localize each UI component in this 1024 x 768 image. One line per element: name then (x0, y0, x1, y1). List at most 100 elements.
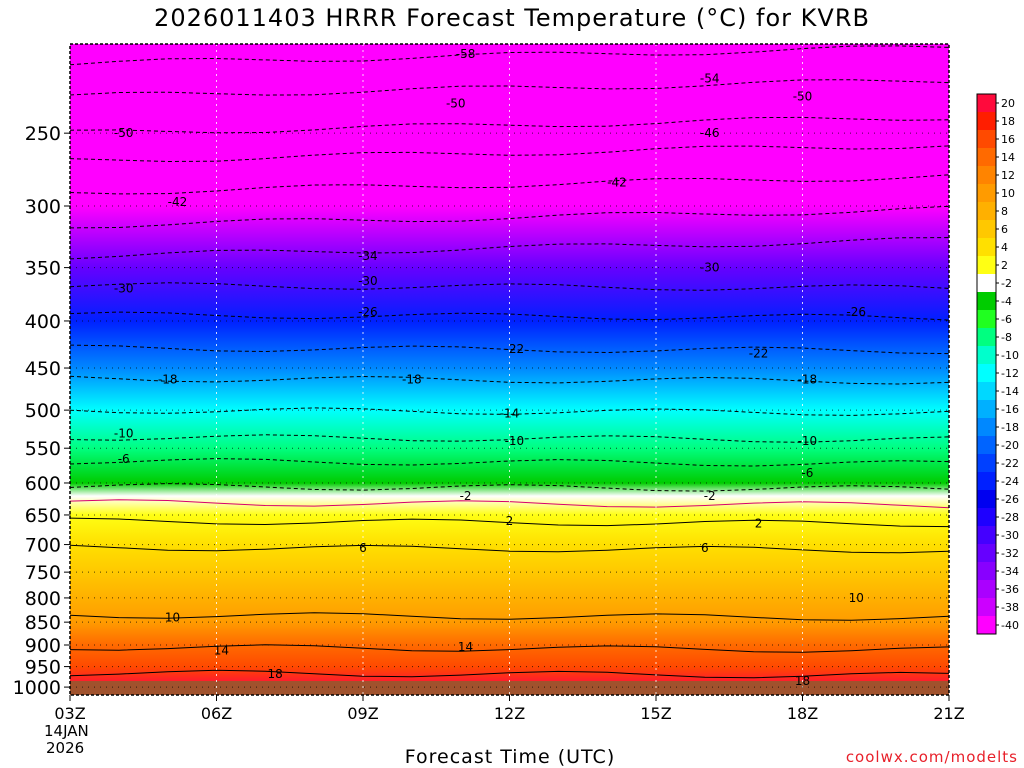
contour-line (70, 669, 949, 679)
contour-label: 6 (701, 541, 709, 555)
colorbar-swatch (977, 166, 996, 184)
colorbar-label: 14 (1001, 151, 1015, 164)
contour-label: -14 (500, 406, 520, 420)
contour-line (70, 644, 949, 653)
credit-link[interactable]: coolwx.com/modelts (845, 748, 1018, 766)
colorbar-swatch (977, 364, 996, 382)
x-tick-label: 09Z (347, 704, 378, 723)
contour-label: -30 (700, 261, 720, 275)
colorbar-swatch (977, 130, 996, 148)
y-tick-label: 550 (25, 438, 61, 460)
contour-label: -6 (801, 466, 813, 480)
colorbar-swatch (977, 328, 996, 346)
colorbar-swatch (977, 526, 996, 544)
colorbar-label: -22 (1001, 457, 1019, 470)
contour-label: -2 (704, 489, 716, 503)
colorbar-swatch (977, 562, 996, 580)
contour-label: 10 (165, 610, 180, 624)
colorbar-swatch (977, 400, 996, 418)
colorbar-label: 6 (1001, 223, 1008, 236)
colorbar-swatch (977, 454, 996, 472)
colorbar-label: -24 (1001, 475, 1019, 488)
contour-label: 2 (506, 514, 514, 528)
contour-line (70, 612, 949, 621)
colorbar-swatch (977, 238, 996, 256)
contour-label: -42 (168, 195, 188, 209)
colorbar-swatch (977, 436, 996, 454)
colorbar-label: -28 (1001, 511, 1019, 524)
y-tick-label: 250 (25, 123, 61, 145)
y-tick-label: 950 (25, 657, 61, 679)
colorbar-label: -18 (1001, 421, 1019, 434)
colorbar-swatch (977, 616, 996, 634)
y-tick-label: 600 (25, 473, 61, 495)
colorbar-label: 12 (1001, 169, 1015, 182)
y-tick-label: 650 (25, 505, 61, 527)
colorbar-swatch (977, 544, 996, 562)
contour-label: -18 (798, 372, 818, 386)
colorbar-label: -8 (1001, 331, 1012, 344)
colorbar-swatch (977, 310, 996, 328)
contour-label: 14 (458, 640, 473, 654)
colorbar-swatch (977, 256, 996, 274)
contour-label: -42 (607, 176, 627, 190)
colorbar-swatch (977, 382, 996, 400)
colorbar-label: -10 (1001, 349, 1019, 362)
y-tick-label: 350 (25, 258, 61, 280)
contour-label: -10 (114, 426, 134, 440)
x-date-day: 14JAN (44, 722, 89, 740)
contour-label: -10 (505, 434, 525, 448)
colorbar-swatch (977, 94, 996, 112)
x-date-year: 2026 (46, 739, 85, 757)
colorbar-label: -36 (1001, 583, 1019, 596)
y-tick-label: 450 (25, 358, 61, 380)
contour-label: -10 (798, 434, 818, 448)
colorbar-label: 16 (1001, 133, 1015, 146)
colorbar-label: -2 (1001, 277, 1012, 290)
y-tick-label: 500 (25, 400, 61, 422)
colorbar-swatch (977, 274, 996, 292)
y-tick-label: 900 (25, 635, 61, 657)
contour-label: 6 (359, 541, 367, 555)
contour-label: -30 (114, 282, 134, 296)
colorbar-label: 10 (1001, 187, 1015, 200)
contour-label: -50 (114, 126, 134, 140)
x-tick-label: 21Z (933, 704, 964, 723)
contour-label: -6 (118, 452, 130, 466)
y-tick-label: 750 (25, 562, 61, 584)
colorbar-label: -30 (1001, 529, 1019, 542)
colorbar-label: 18 (1001, 115, 1015, 128)
contour-label: -18 (402, 372, 422, 386)
y-tick-label: 400 (25, 311, 61, 333)
colorbar-label: -4 (1001, 295, 1012, 308)
x-tick-label: 12Z (494, 704, 525, 723)
contour-label: -54 (700, 71, 720, 85)
colorbar-swatch (977, 508, 996, 526)
contour-label: -50 (446, 96, 466, 110)
y-tick-label: 800 (25, 588, 61, 610)
chart-title: 2026011403 HRRR Forecast Temperature (°C… (154, 4, 870, 32)
colorbar-label: -12 (1001, 367, 1019, 380)
colorbar-label: -34 (1001, 565, 1019, 578)
contour-label: 18 (795, 674, 810, 688)
x-axis-label: Forecast Time (UTC) (404, 746, 616, 768)
colorbar-label: 2 (1001, 259, 1008, 272)
contour-label: 10 (849, 591, 864, 605)
colorbar-swatch (977, 346, 996, 364)
colorbar-frame (976, 93, 997, 635)
colorbar-swatch (977, 490, 996, 508)
x-tick-label: 03Z (54, 704, 85, 723)
x-tick-label: 06Z (201, 704, 232, 723)
colorbar-label: -14 (1001, 385, 1019, 398)
contour-line (70, 517, 949, 528)
contour-label: 14 (214, 643, 229, 657)
x-tick-label: 15Z (640, 704, 671, 723)
colorbar-swatch (977, 112, 996, 130)
colorbar-label: -16 (1001, 403, 1019, 416)
colorbar-label: -32 (1001, 547, 1019, 560)
colorbar-swatch (977, 580, 996, 598)
y-tick-label: 300 (25, 196, 61, 218)
contour-label: -2 (460, 489, 472, 503)
contour-label: -26 (846, 305, 866, 319)
